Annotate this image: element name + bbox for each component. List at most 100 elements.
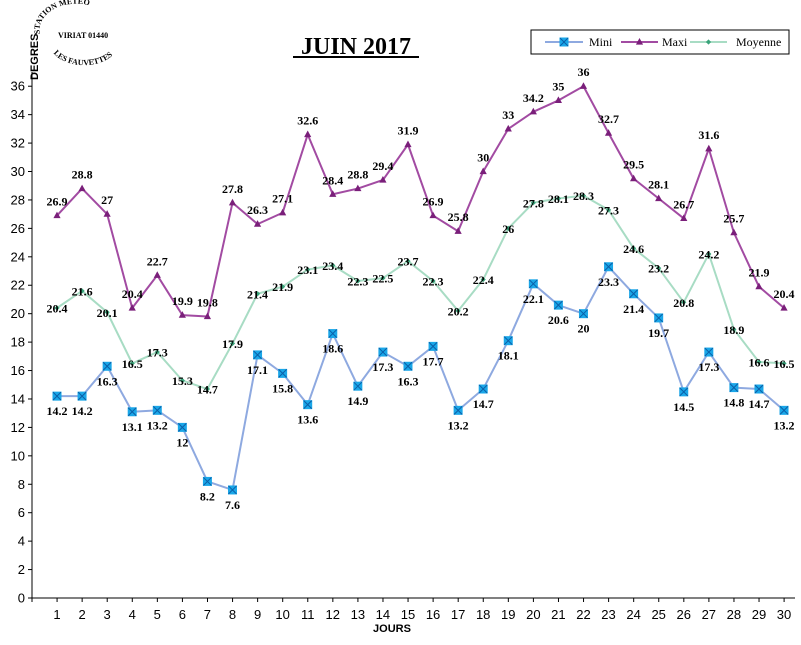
data-label-maxi: 20.4 (122, 287, 143, 301)
point-maxi (730, 228, 738, 236)
x-tick-label: 16 (426, 607, 440, 622)
data-label-mini: 21.4 (623, 302, 644, 316)
x-axis-title: JOURS (373, 623, 411, 635)
data-label-maxi: 26.7 (673, 197, 694, 211)
y-tick-label: 24 (11, 249, 25, 264)
point-maxi (604, 129, 613, 136)
x-tick-label: 30 (777, 607, 791, 622)
point-mini (177, 422, 187, 432)
data-label-moyenne: 28.1 (548, 192, 569, 206)
legend: Mini Maxi Moyenne (530, 29, 790, 55)
point-mini (779, 405, 789, 415)
legend-label-maxi: Maxi (662, 35, 688, 49)
data-label-maxi: 27 (101, 193, 113, 207)
x-tick-label: 4 (129, 607, 136, 622)
data-label-mini: 17.7 (423, 354, 444, 368)
point-moyenne (305, 267, 311, 273)
data-label-mini: 17.3 (698, 360, 719, 374)
point-maxi (655, 194, 663, 202)
data-label-maxi: 26.9 (47, 195, 68, 209)
point-maxi (429, 211, 437, 219)
point-mini (428, 341, 438, 351)
point-maxi (103, 210, 111, 217)
series-line-moyenne (56, 194, 785, 391)
point-moyenne (706, 251, 712, 257)
data-label-maxi: 21.9 (748, 266, 769, 280)
data-label-moyenne: 27.3 (598, 203, 619, 217)
point-maxi (178, 311, 186, 318)
y-tick-label: 16 (11, 363, 25, 378)
point-maxi (279, 208, 287, 216)
data-label-mini: 15.8 (272, 381, 293, 395)
data-label-moyenne: 22.5 (372, 272, 393, 286)
data-label-moyenne: 22.3 (423, 274, 444, 288)
data-label-moyenne: 16.6 (748, 356, 769, 370)
x-tick-label: 23 (601, 607, 615, 622)
data-label-maxi: 19.9 (172, 294, 193, 308)
x-tick-label: 1 (53, 607, 60, 622)
x-tick-label: 10 (275, 607, 289, 622)
data-label-maxi: 27.8 (222, 182, 243, 196)
data-label-moyenne: 20.2 (448, 304, 469, 318)
x-tick-label: 18 (476, 607, 490, 622)
point-moyenne (104, 309, 110, 315)
data-label-maxi: 20.4 (774, 287, 795, 301)
point-mini (303, 400, 313, 410)
point-moyenne (455, 308, 461, 314)
point-mini (629, 289, 639, 299)
x-tick-label: 7 (204, 607, 211, 622)
x-tick-label: 11 (301, 607, 315, 622)
data-label-moyenne: 17.9 (222, 337, 243, 351)
x-tick-label: 20 (526, 607, 540, 622)
data-label-moyenne: 17.3 (147, 346, 168, 360)
data-label-maxi: 26.9 (423, 195, 444, 209)
point-maxi (404, 140, 412, 148)
data-label-maxi: 28.8 (72, 168, 93, 182)
data-label-maxi: 28.4 (322, 173, 343, 187)
data-label-mini: 7.6 (225, 498, 240, 512)
data-label-moyenne: 23.4 (322, 259, 343, 273)
data-label-mini: 14.5 (673, 400, 694, 414)
data-label-moyenne: 28.3 (573, 189, 594, 203)
data-label-moyenne: 27.8 (523, 196, 544, 210)
point-moyenne (229, 340, 236, 347)
data-label-mini: 14.9 (347, 394, 368, 408)
data-label-moyenne: 20.8 (673, 296, 694, 310)
point-maxi (780, 303, 788, 311)
point-moyenne (254, 291, 261, 297)
point-mini (578, 309, 588, 319)
point-moyenne (756, 359, 762, 365)
data-label-maxi: 28.1 (648, 178, 669, 192)
y-tick-label: 28 (11, 192, 25, 207)
point-moyenne (530, 200, 536, 206)
point-mini (478, 384, 488, 394)
point-moyenne (380, 275, 386, 281)
data-label-moyenne: 23.7 (397, 255, 418, 269)
data-label-maxi: 25.8 (448, 210, 469, 224)
point-maxi (78, 184, 86, 192)
point-moyenne (731, 326, 737, 332)
data-label-mini: 17.3 (372, 360, 393, 374)
point-moyenne (179, 377, 185, 384)
y-tick-label: 22 (11, 278, 25, 293)
y-tick-label: 0 (18, 591, 25, 606)
x-tick-label: 2 (78, 607, 85, 622)
data-label-maxi: 22.7 (147, 254, 168, 268)
data-label-moyenne: 21.9 (272, 280, 293, 294)
point-moyenne (631, 245, 637, 251)
point-mini (152, 405, 162, 415)
data-label-mini: 13.2 (448, 418, 469, 432)
point-moyenne (54, 305, 60, 311)
point-mini (528, 279, 538, 289)
point-maxi (479, 167, 487, 175)
point-moyenne (154, 349, 160, 355)
point-mini (353, 381, 363, 391)
y-tick-label: 36 (11, 79, 25, 94)
data-label-mini: 23.3 (598, 275, 619, 289)
data-label-moyenne: 16.5 (122, 357, 143, 371)
point-maxi (203, 312, 212, 320)
point-maxi (454, 227, 462, 234)
point-mini (102, 361, 112, 371)
x-tick-label: 28 (727, 607, 741, 622)
